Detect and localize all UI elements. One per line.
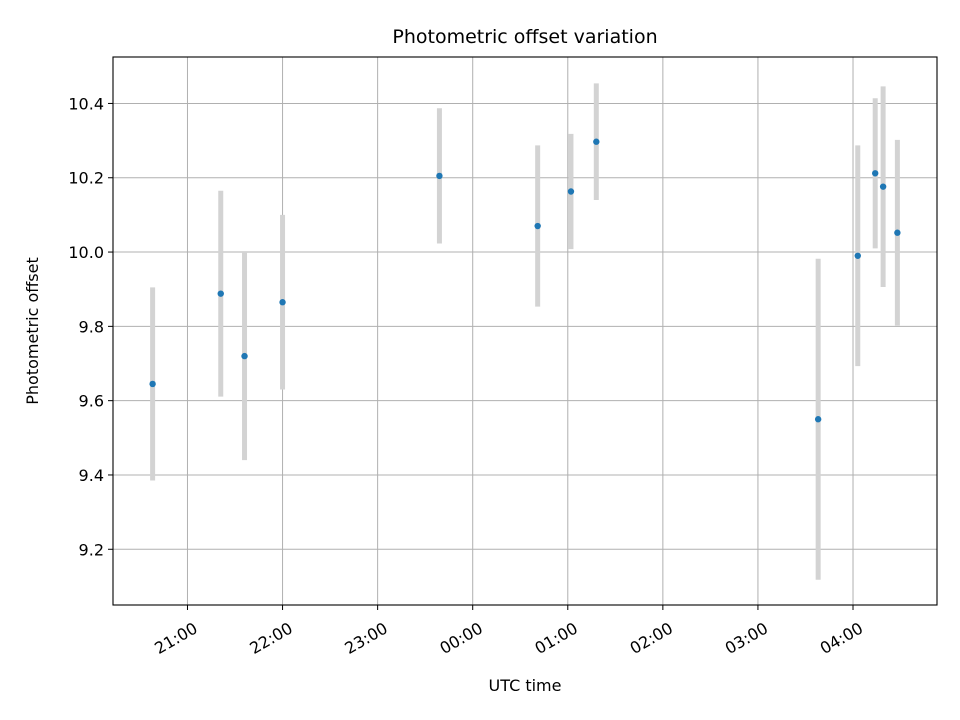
data-point [279, 299, 286, 306]
data-point [879, 183, 887, 190]
y-tick-label: 9.4 [79, 466, 104, 485]
y-tick-label: 9.8 [79, 317, 104, 336]
data-points [149, 138, 901, 423]
data-point [436, 172, 443, 180]
data-point [241, 352, 248, 360]
grid [113, 57, 937, 605]
y-tick-label: 10.4 [68, 94, 104, 113]
plot-frame [112, 56, 938, 606]
data-point [567, 188, 575, 195]
y-axis-label: Photometric offset [23, 257, 42, 405]
y-tick-label: 9.6 [79, 392, 104, 411]
y-axis: 9.2 9.4 9.6 9.8 10.0 10.2 10.4 [68, 94, 113, 559]
data-point [854, 252, 861, 259]
data-point [534, 222, 541, 230]
data-point [593, 138, 600, 145]
data-point [872, 170, 879, 177]
data-point [814, 416, 822, 423]
chart-title: Photometric offset variation [392, 26, 657, 48]
x-axis-label: UTC time [489, 676, 562, 695]
y-tick-label: 10.0 [68, 243, 104, 262]
y-tick-label: 10.2 [68, 169, 104, 188]
data-point [217, 290, 224, 297]
data-point [149, 380, 156, 388]
data-point [894, 229, 901, 236]
y-tick-label: 9.2 [79, 540, 104, 559]
